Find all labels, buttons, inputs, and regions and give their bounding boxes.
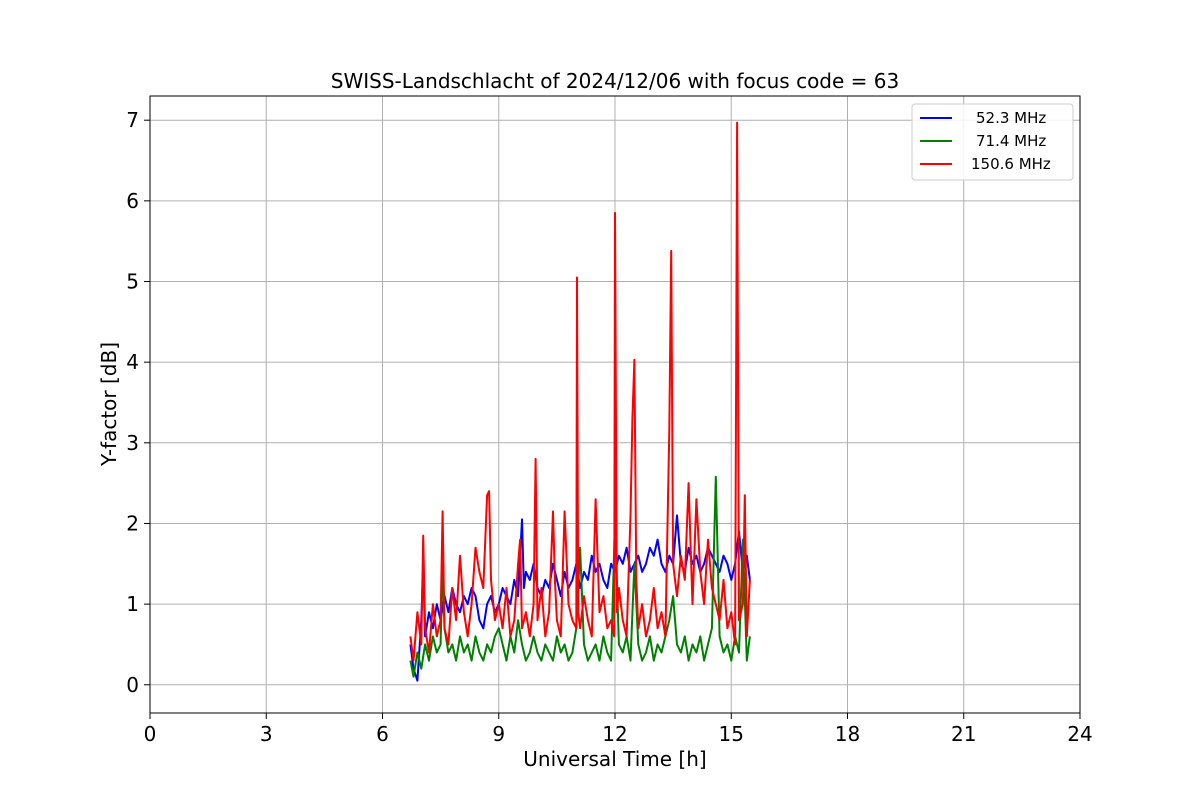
x-tick-label: 24 [1067, 722, 1092, 746]
x-axis-label: Universal Time [h] [523, 747, 706, 771]
x-axis: 0 3 6 9 12 15 18 21 24 [144, 713, 1093, 746]
x-tick-label: 15 [719, 722, 744, 746]
legend-box [911, 103, 1074, 181]
x-tick-label: 0 [144, 722, 157, 746]
x-tick-label: 6 [376, 722, 389, 746]
x-tick-label: 21 [951, 722, 976, 746]
y-tick-label: 7 [126, 108, 139, 132]
y-axis: 0 1 2 3 4 5 6 7 [126, 108, 150, 697]
legend: 52.3 MHz 71.4 MHz 150.6 MHz [911, 103, 1074, 181]
y-tick-label: 4 [126, 350, 139, 374]
y-axis-label: Y-factor [dB] [97, 342, 121, 467]
x-tick-label: 3 [260, 722, 273, 746]
y-tick-label: 3 [126, 431, 139, 455]
y-tick-label: 2 [126, 511, 139, 535]
chart-title: SWISS-Landschlacht of 2024/12/06 with fo… [331, 69, 899, 93]
x-tick-label: 9 [492, 722, 505, 746]
x-tick-label: 12 [602, 722, 627, 746]
series-line-150-6-mhz [409, 121, 751, 662]
y-tick-label: 1 [126, 592, 139, 616]
x-tick-label: 18 [835, 722, 860, 746]
y-tick-label: 0 [126, 673, 139, 697]
y-tick-label: 5 [126, 270, 139, 294]
legend-label-52-3: 52.3 MHz [976, 109, 1046, 127]
y-tick-label: 6 [126, 189, 139, 213]
series-layer [409, 121, 751, 682]
legend-label-71-4: 71.4 MHz [976, 132, 1046, 150]
legend-label-150-6: 150.6 MHz [971, 155, 1051, 173]
